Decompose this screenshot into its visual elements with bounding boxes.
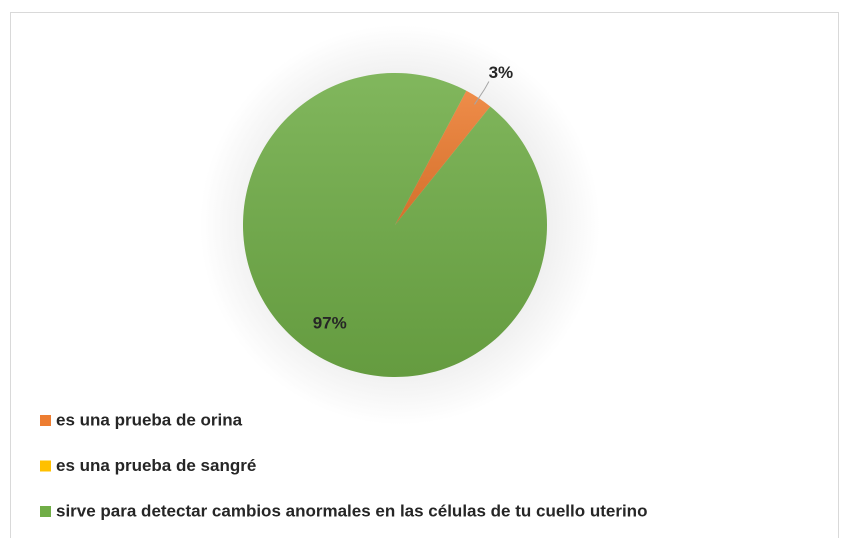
legend-label: es una prueba de orina	[56, 410, 243, 429]
slice-shade	[243, 73, 548, 377]
legend-label: sirve para detectar cambios anormales en…	[56, 501, 647, 520]
data-label: 97%	[313, 313, 347, 332]
legend-swatch	[40, 460, 51, 472]
leader-line	[474, 81, 490, 105]
data-label: 3%	[489, 63, 514, 82]
legend-label: es una prueba de sangré	[56, 456, 256, 475]
slice-shade	[395, 90, 491, 226]
legend-swatch	[40, 506, 51, 517]
legend-swatch	[40, 415, 51, 426]
